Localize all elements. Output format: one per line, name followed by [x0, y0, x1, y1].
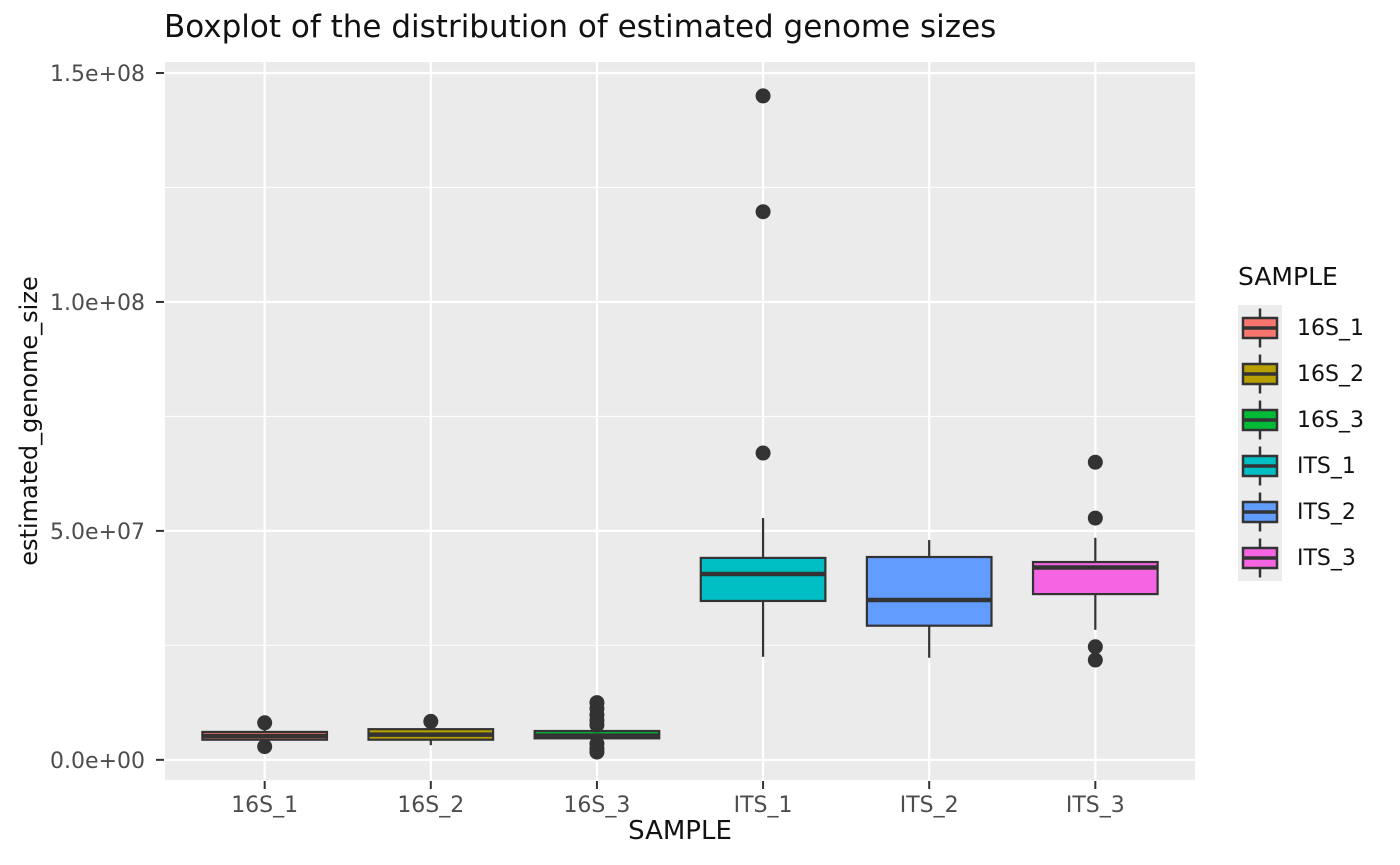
boxplot-16S_2 [367, 713, 495, 746]
boxplot-ITS_1 [699, 88, 827, 657]
outlier-point [1087, 639, 1103, 655]
legend-item-ITS_3: ITS_3 [1238, 535, 1364, 581]
legend-label: 16S_2 [1297, 361, 1364, 387]
y-axis-title: estimated_genome_size [15, 276, 43, 566]
legend-title: SAMPLE [1238, 262, 1338, 291]
legend-key-boxplot-glyph [1238, 443, 1282, 489]
outlier-point [257, 739, 273, 755]
legend-key-boxplot-glyph [1238, 351, 1282, 397]
outlier-point [755, 88, 771, 104]
outlier-point [423, 713, 439, 729]
legend: SAMPLE 16S_1 16S_2 16S_3 ITS_1 ITS_2 ITS_3 [1238, 262, 1364, 581]
legend-key-boxplot-glyph [1238, 535, 1282, 581]
y-tick-label: 1.5e+08 [50, 62, 145, 87]
legend-key-boxplot-glyph [1238, 397, 1282, 443]
legend-items: 16S_1 16S_2 16S_3 ITS_1 ITS_2 ITS_3 [1238, 305, 1364, 581]
x-tick-label: 16S_3 [563, 793, 630, 818]
y-tick-label: 1.0e+08 [50, 291, 145, 316]
legend-key-boxplot-glyph [1238, 305, 1282, 351]
boxplot-16S_3 [533, 695, 661, 760]
legend-label: 16S_3 [1297, 407, 1364, 433]
legend-label: 16S_1 [1297, 315, 1364, 341]
x-tick-label: ITS_1 [734, 793, 793, 818]
legend-item-16S_1: 16S_1 [1238, 305, 1364, 351]
outlier-point [1087, 454, 1103, 470]
x-tick-label: ITS_2 [900, 793, 959, 818]
outlier-point [755, 445, 771, 461]
legend-item-16S_2: 16S_2 [1238, 351, 1364, 397]
x-axis-title: SAMPLE [628, 816, 732, 846]
x-tick-label: ITS_3 [1066, 793, 1125, 818]
outlier-point [755, 204, 771, 220]
box-rect [699, 556, 827, 603]
boxplot-ITS_3 [1031, 454, 1159, 668]
legend-item-ITS_2: ITS_2 [1238, 489, 1364, 535]
legend-label: ITS_3 [1297, 545, 1356, 571]
chart-title: Boxplot of the distribution of estimated… [164, 9, 997, 45]
legend-item-ITS_1: ITS_1 [1238, 443, 1364, 489]
panel-background [165, 62, 1195, 780]
boxplot-16S_1 [201, 715, 329, 755]
legend-key-boxplot-glyph [1238, 489, 1282, 535]
outlier-point [1087, 510, 1103, 526]
x-tick-label: 16S_2 [397, 793, 464, 818]
y-tick-label: 5.0e+07 [50, 520, 145, 545]
outlier-point [257, 715, 273, 731]
outlier-point [589, 744, 605, 760]
boxplot-ITS_2 [865, 540, 993, 658]
outlier-point [589, 717, 605, 733]
y-tick-label: 0.0e+00 [50, 749, 145, 774]
legend-item-16S_3: 16S_3 [1238, 397, 1364, 443]
outlier-point [1087, 652, 1103, 668]
legend-label: ITS_1 [1297, 453, 1356, 479]
legend-label: ITS_2 [1297, 499, 1356, 525]
box-rect [865, 555, 993, 627]
x-tick-label: 16S_1 [231, 793, 298, 818]
